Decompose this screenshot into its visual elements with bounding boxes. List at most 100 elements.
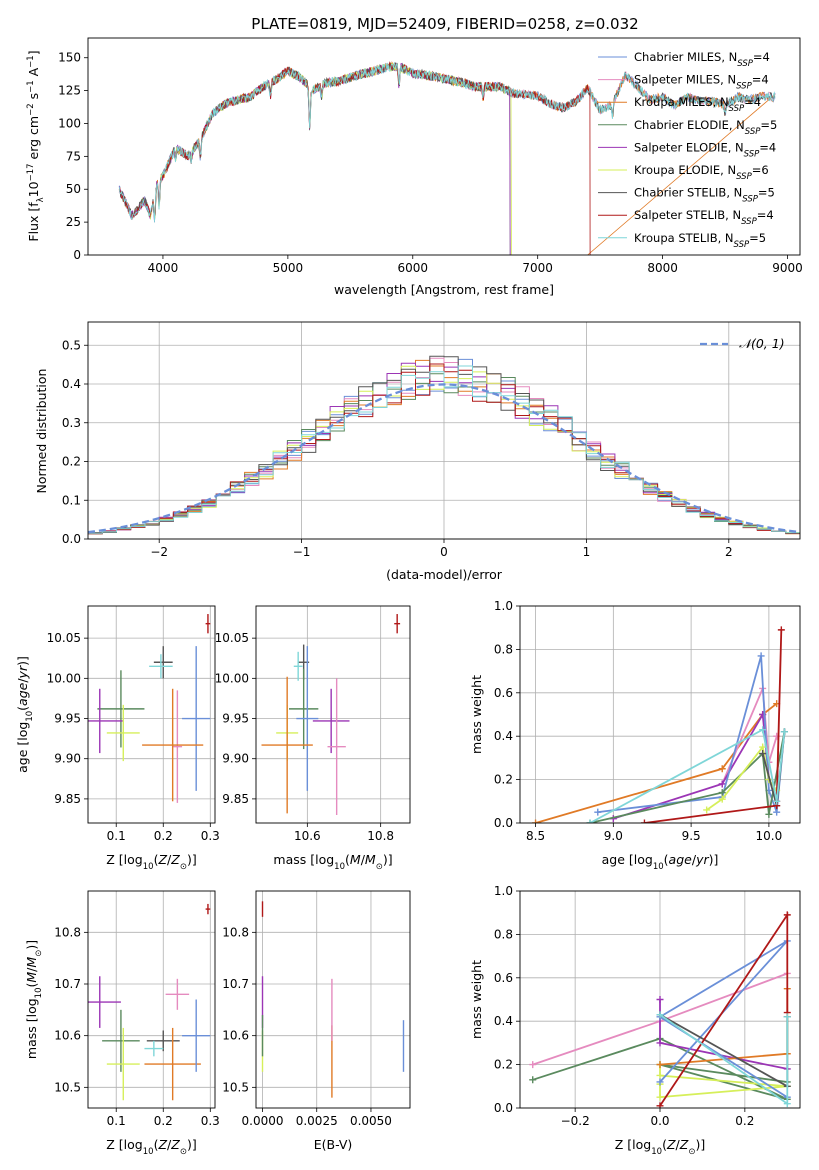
axes-mass-weight-vs-age: 8.5 9.0 9.5 10.0 0.0 0.2 0.4 0.6 0.8 1.0 age [log1… [469, 599, 801, 872]
y-axis-label: age [log10(age/yr)] [15, 656, 35, 773]
weight-marker [656, 996, 664, 1003]
y-tick-label: 0 [73, 248, 81, 262]
weight-marker [529, 1061, 537, 1069]
legend-label: Chabrier STELIB, NSSP=5 [634, 186, 775, 205]
weight-marker [640, 819, 648, 823]
weight-marker [783, 911, 791, 919]
y-axis-label: Normed distribution [34, 369, 49, 494]
y-tick-label: 9.90 [54, 752, 81, 766]
y-tick-label: 0.4 [494, 729, 513, 743]
x-axis-label: wavelength [Angstrom, rest frame] [334, 282, 554, 297]
axes-residual-histogram: −2 −1 0 1 2 0.0 0.1 0.2 0.3 0.4 0.5 (data-model)/er… [34, 321, 801, 582]
legend-label: 𝒩(0, 1) [739, 336, 785, 351]
weight-marker [656, 1102, 664, 1108]
x-tick-label: 10.8 [367, 829, 394, 843]
weight-marker [656, 1011, 664, 1019]
y-axis-label: Flux [fλ10−17 erg cm−2 s−1 A−1] [26, 50, 46, 241]
weight-marker [656, 1061, 664, 1069]
axes-spectrum: 4000 5000 6000 7000 8000 9000 0 25 50 75 100 125 150… [26, 37, 803, 297]
axes-frame [87, 37, 801, 256]
histogram-step [88, 363, 800, 535]
x-tick-label: 0.2 [735, 1114, 754, 1128]
y-tick-label: 0.2 [62, 455, 81, 469]
legend-label: Kroupa ELODIE, NSSP=6 [634, 163, 769, 182]
y-tick-label: 9.95 [222, 712, 249, 726]
x-tick-label: 0.0025 [296, 1114, 338, 1128]
y-tick-label: 9.85 [54, 792, 81, 806]
x-tick-label: 0.2 [154, 1114, 173, 1128]
y-tick-label: 10.5 [54, 1080, 81, 1094]
x-axis-label: Z [log10(Z/Z⊙)] [106, 1137, 196, 1157]
weight-marker [718, 789, 726, 797]
weight-marker [656, 1078, 664, 1086]
x-axis-label: age [log10(age/yr)] [602, 852, 719, 872]
x-axis-label: Z [log10(Z/Z⊙)] [106, 852, 196, 872]
axes-frame [255, 890, 411, 1109]
spectrum-line [150, 62, 512, 255]
x-tick-label: 8.5 [526, 829, 545, 843]
weight-marker [780, 728, 788, 736]
x-tick-label: 9000 [772, 261, 803, 275]
plot-area [88, 903, 211, 1101]
axes-age-vs-Z: 0.1 0.2 0.3 9.85 9.90 9.95 10.00 10.05 Z [log10(… [15, 605, 220, 872]
y-tick-label: 0.5 [62, 338, 81, 352]
weight-marker [783, 1013, 791, 1021]
y-tick-label: 10.7 [54, 977, 81, 991]
x-tick-label: 10.0 [756, 829, 783, 843]
x-tick-label: 7000 [522, 261, 553, 275]
y-tick-label: 0.0 [62, 532, 81, 546]
x-tick-label: 0.1 [107, 829, 126, 843]
y-tick-label: 150 [58, 51, 81, 65]
y-tick-label: 9.85 [222, 792, 249, 806]
y-tick-label: 0.6 [494, 971, 513, 985]
weight-line [659, 1013, 789, 1106]
legend-label: Kroupa MILES, NSSP=4 [634, 95, 761, 114]
axes-frame [87, 321, 801, 540]
weight-marker [759, 750, 767, 758]
weight-marker [586, 819, 594, 823]
y-tick-label: 10.6 [54, 1029, 81, 1043]
y-tick-label: 0.2 [494, 773, 513, 787]
x-tick-label: −0.2 [561, 1114, 590, 1128]
weight-line [644, 629, 783, 823]
y-tick-label: 10.5 [222, 1080, 249, 1094]
x-tick-label: 2 [725, 545, 733, 559]
y-axis-label: mass weight [469, 960, 484, 1039]
x-tick-label: 0.3 [201, 1114, 220, 1128]
histogram-step [88, 365, 800, 534]
x-tick-label: 8000 [647, 261, 678, 275]
x-tick-label: 0.3 [201, 829, 220, 843]
x-tick-label: 0 [440, 545, 448, 559]
y-tick-label: 0.6 [494, 686, 513, 700]
axes-frame [255, 605, 411, 824]
weight-marker [759, 726, 767, 734]
y-tick-label: 100 [58, 116, 81, 130]
x-tick-label: 0.0000 [242, 1114, 284, 1128]
x-tick-label: 0.2 [154, 829, 173, 843]
axes-frame [87, 890, 216, 1109]
y-tick-label: 0.8 [494, 927, 513, 941]
plot-area [88, 355, 800, 535]
weight-line [659, 911, 789, 1107]
y-tick-label: 0.0 [494, 816, 513, 830]
axes-age-vs-mass: 10.6 10.8 9.85 9.90 9.95 10.00 10.05 mass [log1… [215, 605, 411, 872]
legend-label: Salpeter STELIB, NSSP=4 [634, 208, 774, 227]
x-tick-label: 0.0050 [350, 1114, 392, 1128]
legend-label: Chabrier MILES, NSSP=4 [634, 50, 770, 69]
plot-area [88, 614, 211, 803]
weight-line [589, 728, 786, 823]
x-tick-label: 5000 [273, 261, 304, 275]
y-tick-label: 0.2 [494, 1058, 513, 1072]
y-tick-label: 0.0 [494, 1101, 513, 1115]
axes-mass-vs-ebv: 0.0000 0.0025 0.0050 10.5 10.6 10.7 10.8 E(B-V) [222, 890, 411, 1152]
x-tick-label: 6000 [397, 261, 428, 275]
legend: 𝒩(0, 1) [700, 336, 785, 351]
weight-marker [656, 1039, 664, 1047]
axes-frame [519, 605, 801, 824]
weight-marker [532, 819, 540, 823]
weight-line [659, 988, 789, 1066]
legend: Chabrier MILES, NSSP=4 Salpeter MILES, NS… [598, 50, 777, 250]
axes-mass-vs-Z: 0.1 0.2 0.3 10.5 10.6 10.7 10.8 Z [log10(Z/Z⊙)]… [24, 890, 220, 1157]
plot-area [261, 901, 405, 1098]
